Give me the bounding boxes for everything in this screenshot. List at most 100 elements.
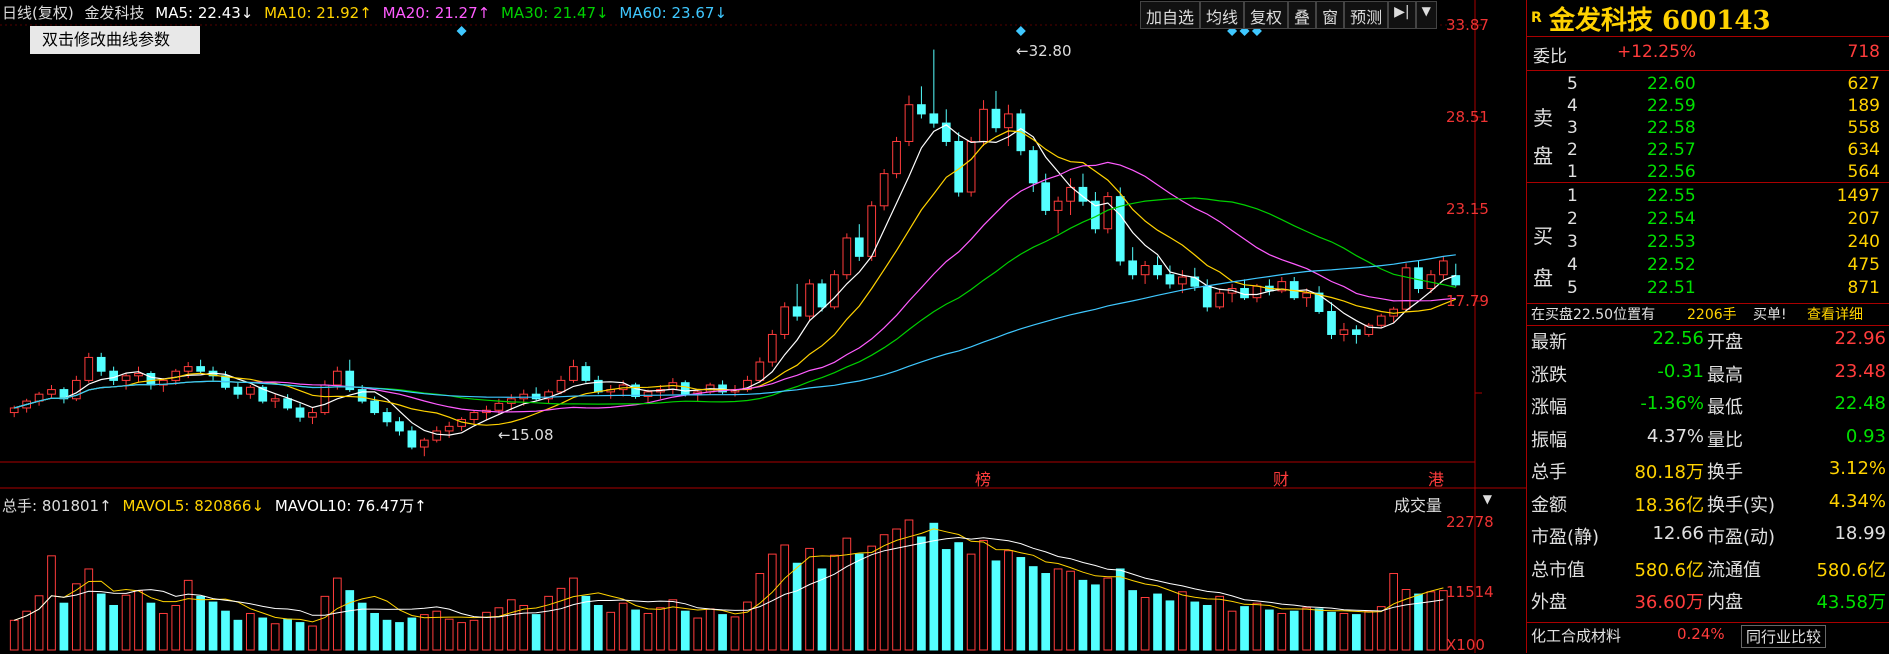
kline-chart-area[interactable]: 日线(复权) 金发科技 MA5: 22.43↓ MA10: 21.92↑ MA2…	[0, 0, 1526, 654]
candle-body	[9, 407, 19, 414]
forecast-button[interactable]: 预测	[1344, 1, 1389, 29]
candle-body	[96, 356, 106, 372]
sector-row[interactable]: 化工合成材料 0.24% 同行业比较	[1527, 625, 1889, 653]
candle-body	[1314, 292, 1324, 312]
volume-bar	[780, 544, 790, 651]
window-button[interactable]: 窗	[1316, 1, 1345, 29]
quote-value: 18.36亿	[1634, 494, 1704, 516]
mavol5-label: MAVOL5: 820866↓	[122, 497, 265, 515]
candle-body	[680, 382, 690, 395]
candle-body	[581, 366, 591, 381]
candle-body	[1078, 186, 1088, 202]
ma5-label[interactable]: MA5: 22.43↓	[155, 4, 254, 22]
sector-name: 化工合成材料	[1531, 627, 1622, 645]
period-label[interactable]: 日线(复权)	[2, 4, 74, 22]
volume-bar	[47, 555, 56, 651]
ma10-label[interactable]: MA10: 21.92↑	[264, 4, 372, 22]
candle-body	[158, 379, 168, 386]
volume-bar	[1215, 595, 1225, 651]
buy-level-row[interactable]: 2 22.54 207	[1567, 209, 1880, 229]
candle-body	[1004, 113, 1013, 129]
quote-label: 总手	[1531, 462, 1567, 483]
adjust-button[interactable]: 复权	[1244, 1, 1289, 29]
ma30-label[interactable]: MA30: 21.47↓	[500, 4, 609, 22]
volume-bar	[482, 611, 491, 651]
overlay-button[interactable]: 叠	[1288, 1, 1317, 29]
indicator-selector[interactable]: 成交量 ▼	[1394, 492, 1492, 515]
add-watchlist-button[interactable]: 加自选	[1140, 1, 1201, 29]
quote-value: 22.96	[1834, 328, 1886, 349]
volume-bar	[581, 595, 591, 651]
quote-label: 换手	[1707, 462, 1743, 483]
kline-chart[interactable]	[0, 0, 1526, 653]
volume-bar	[618, 602, 628, 651]
volume-bar	[941, 549, 951, 651]
buy-level-row[interactable]: 1 22.55 1497	[1567, 186, 1880, 206]
event-diamond	[1015, 26, 1026, 36]
price-tick: 23.15	[1446, 200, 1489, 218]
view-detail-link[interactable]: 查看详细	[1807, 307, 1863, 323]
volume-bar	[71, 583, 81, 651]
candle-body	[755, 361, 765, 381]
chevron-down-icon: ▼	[1482, 492, 1492, 506]
event-tag-finance[interactable]: 财	[1273, 470, 1290, 489]
ma-button[interactable]: 均线	[1200, 1, 1245, 29]
low-annotation: ←15.08	[498, 426, 554, 444]
candle-body	[1414, 267, 1423, 290]
quote-label: 市盈(动)	[1707, 527, 1776, 548]
candle-body	[382, 412, 392, 423]
quote-row: 振幅 4.37% 量比 0.93	[1527, 426, 1889, 454]
candle-body	[1028, 150, 1038, 184]
volume-bar	[1401, 589, 1411, 651]
ma20-label[interactable]: MA20: 21.27↑	[382, 4, 491, 22]
sell-level-row[interactable]: 1 22.56 564	[1567, 162, 1880, 182]
compare-button[interactable]: 同行业比较	[1741, 625, 1827, 648]
candle-body	[370, 400, 379, 414]
candle-body	[233, 386, 243, 395]
dropdown-icon[interactable]: ▼	[1415, 1, 1437, 29]
buy-level-row[interactable]: 4 22.52 475	[1567, 255, 1880, 275]
sell-level-row[interactable]: 3 22.58 558	[1567, 118, 1880, 138]
price-tick: 17.79	[1446, 292, 1489, 310]
sell-label-2: 盘	[1533, 144, 1553, 168]
candle-body	[270, 398, 280, 402]
event-tag-list[interactable]: 榜	[975, 470, 992, 489]
sell-level-row[interactable]: 2 22.57 634	[1567, 140, 1880, 160]
quote-row: 外盘 36.60万 内盘 43.58万	[1527, 588, 1889, 616]
quote-value: 80.18万	[1634, 462, 1704, 483]
volume-bar	[34, 595, 44, 651]
volume-bar	[208, 601, 218, 651]
event-tag-hk[interactable]: 港	[1428, 470, 1445, 489]
candle-body	[917, 104, 926, 115]
volume-bar	[22, 610, 31, 651]
buy-level-row[interactable]: 5 22.51 871	[1567, 278, 1880, 298]
candle-body	[84, 356, 94, 381]
quote-row: 涨跌 -0.31 最高 23.48	[1527, 361, 1889, 389]
volume-bar	[320, 595, 330, 651]
volume-bar	[370, 612, 379, 651]
volume-bar	[643, 612, 653, 651]
quote-label: 开盘	[1707, 332, 1743, 353]
buy-level-row[interactable]: 3 22.53 240	[1567, 232, 1880, 252]
quote-row: 涨幅 -1.36% 最低 22.48	[1527, 393, 1889, 421]
stock-title: R 金发科技 600143	[1531, 6, 1771, 36]
volume-bar	[1066, 570, 1075, 651]
big-order-notice[interactable]: 在买盘22.50位置有 2206手 买单! 查看详细	[1527, 304, 1889, 332]
volume-bar	[1364, 610, 1374, 651]
chart-toolbar: 加自选 均线 复权 叠 窗 预测 ▶| ▼	[1140, 1, 1437, 29]
buy-label-2: 盘	[1533, 266, 1553, 290]
mavol5-line	[14, 528, 1444, 623]
candle-body	[867, 205, 877, 257]
volume-bar	[1426, 591, 1436, 651]
volume-bar	[158, 612, 168, 651]
ma60-label[interactable]: MA60: 23.67↓	[619, 4, 728, 22]
volume-bar	[569, 577, 578, 651]
collapse-icon[interactable]: ▶|	[1388, 1, 1416, 29]
candle-body	[407, 430, 417, 448]
buy-label-1: 买	[1533, 224, 1553, 248]
candle-body	[1277, 281, 1287, 292]
sell-level-row[interactable]: 5 22.60 627	[1567, 74, 1880, 94]
volume-header: 总手: 801801↑ MAVOL5: 820866↓ MAVOL10: 76.…	[2, 495, 427, 516]
quote-label: 最低	[1707, 397, 1743, 418]
sell-level-row[interactable]: 4 22.59 189	[1567, 96, 1880, 116]
